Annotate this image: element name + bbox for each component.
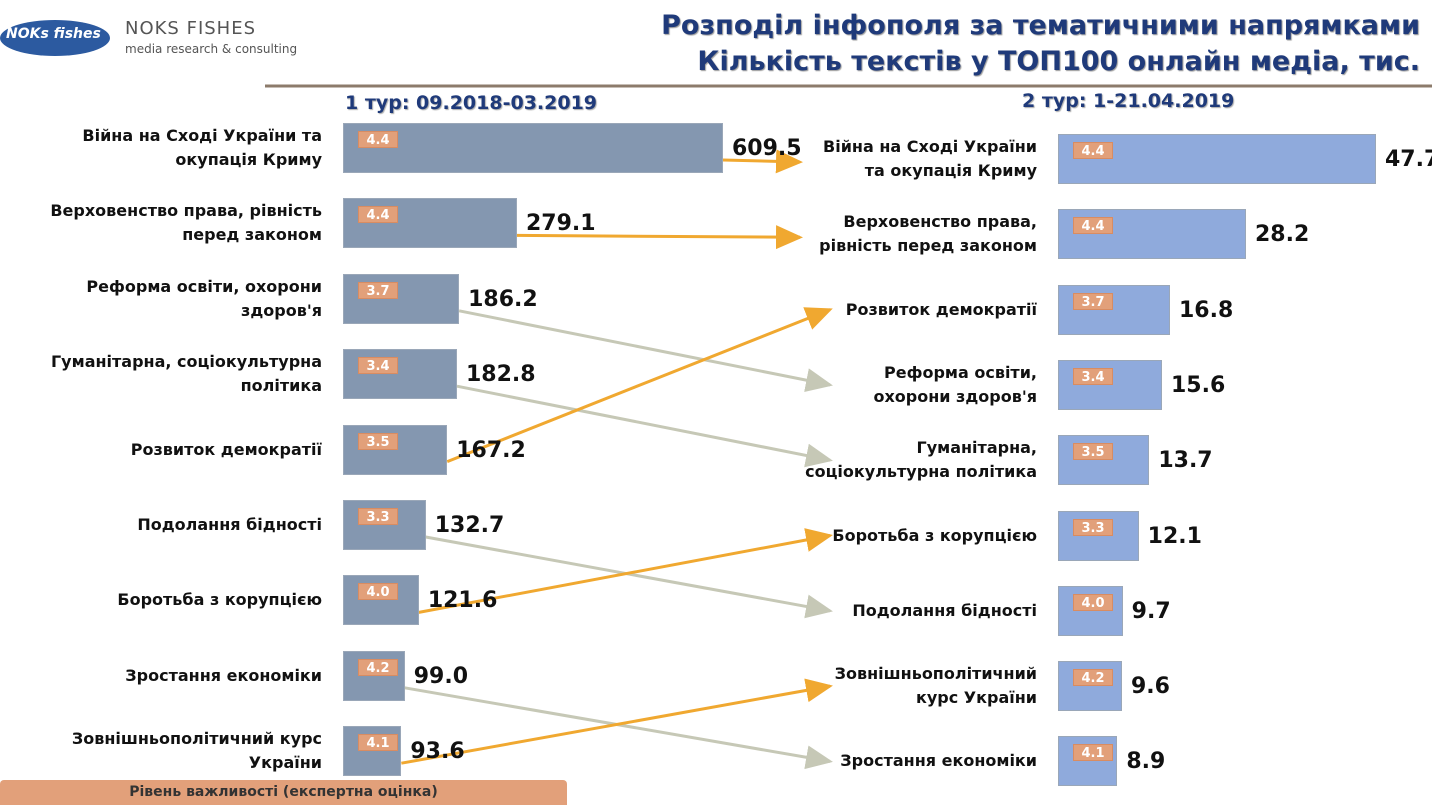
value-label: 16.8 (1179, 297, 1234, 323)
importance-badge: 4.1 (1073, 744, 1113, 762)
importance-badge: 4.4 (1073, 217, 1113, 235)
tagline: media research & consulting (125, 42, 298, 56)
value-label: 279.1 (526, 211, 596, 237)
importance-badge: 3.7 (1073, 292, 1113, 310)
value-label: 13.7 (1158, 448, 1213, 474)
value-label: 15.6 (1171, 372, 1226, 398)
value-label: 182.8 (465, 362, 536, 388)
category-label: Гуманітарна, соціокультурна політика (50, 352, 322, 396)
rank-arrow (722, 149, 803, 174)
bar (343, 123, 723, 173)
value-label: 186.2 (468, 286, 538, 312)
value-label: 8.9 (1126, 749, 1166, 775)
importance-badge: 3.4 (358, 357, 398, 375)
category-label: Зовнішньополітичний курс України (834, 664, 1037, 708)
rank-arrow (446, 307, 833, 463)
value-label: 9.6 (1131, 674, 1170, 700)
category-label: Реформа освіти, охорони здоров'я (873, 362, 1037, 406)
category-label: Зростання економіки (125, 665, 322, 685)
logo-shape (0, 20, 110, 56)
importance-badge: 4.4 (358, 131, 398, 148)
importance-badge: 4.2 (358, 658, 398, 676)
title-line: Кількість текстів у ТОП100 онлайн медіа,… (697, 46, 1420, 77)
category-label: Подолання бідності (137, 515, 322, 534)
rank-arrow (418, 528, 833, 614)
value-label: 9.7 (1131, 598, 1171, 624)
title-line: Розподіл інфополя за тематичними напрямк… (661, 10, 1420, 41)
importance-badge: 3.3 (1073, 518, 1113, 536)
category-label: Війна на Сході України та окупація Криму (82, 126, 322, 169)
rank-arrow (516, 225, 803, 250)
value-label: 28.2 (1255, 222, 1310, 248)
panel-title: 1 тур: 09.2018-03.2019 (345, 92, 598, 114)
importance-badge: 3.3 (358, 508, 398, 525)
value-label: 132.7 (434, 513, 505, 538)
category-label: Реформа освіти, охорони здоров'я (86, 276, 322, 320)
panel-title: 2 тур: 1-21.04.2019 (1022, 90, 1235, 112)
category-label: Боротьба з корупцією (117, 590, 322, 610)
category-label: Розвиток демократії (845, 299, 1037, 319)
bar (1058, 284, 1170, 335)
importance-badge: 4.0 (358, 583, 398, 601)
importance-badge: 4.0 (1073, 593, 1113, 611)
value-label: 121.6 (427, 588, 498, 614)
rank-arrow (401, 678, 833, 765)
rank-arrow (456, 384, 833, 468)
title: Розподіл інфополя за тематичними напрямк… (661, 8, 1420, 80)
brand: NOKS FISHES (125, 18, 257, 39)
value-label: 167.2 (456, 437, 526, 463)
importance-badge: 3.5 (358, 432, 398, 450)
importance-badge: 3.4 (1073, 367, 1113, 385)
category-label: Верховенство права, рівність перед закон… (50, 201, 322, 245)
importance-badge: 4.4 (1073, 142, 1113, 159)
category-label: Гуманітарна, соціокультурна політика (805, 438, 1037, 482)
category-label: Верховенство права, рівність перед закон… (819, 212, 1037, 256)
legend-note: Рівень важливості (експертна оцінка) (0, 780, 567, 805)
value-label: 93.6 (410, 739, 465, 765)
value-label: 99.0 (413, 663, 468, 689)
category-label: Розвиток демократії (130, 439, 322, 459)
category-label: Подолання бідності (852, 600, 1037, 620)
importance-badge: 3.5 (1073, 443, 1113, 461)
importance-badge: 4.4 (358, 206, 398, 224)
category-label: Зовнішньополітичний курс України (71, 729, 322, 773)
logo-text: NOKs fishes (6, 26, 101, 42)
importance-badge: 4.1 (358, 734, 398, 752)
value-label: 609.5 (732, 136, 802, 161)
rank-arrow (458, 309, 833, 392)
category-label: Зростання економіки (840, 751, 1037, 771)
category-label: Боротьба з корупцією (832, 525, 1037, 545)
importance-badge: 4.2 (1073, 669, 1113, 687)
value-label: 47.7 (1385, 147, 1432, 172)
value-label: 12.1 (1147, 523, 1202, 549)
importance-badge: 3.7 (358, 281, 398, 299)
category-label: Війна на Сході України та окупація Криму (823, 137, 1037, 180)
